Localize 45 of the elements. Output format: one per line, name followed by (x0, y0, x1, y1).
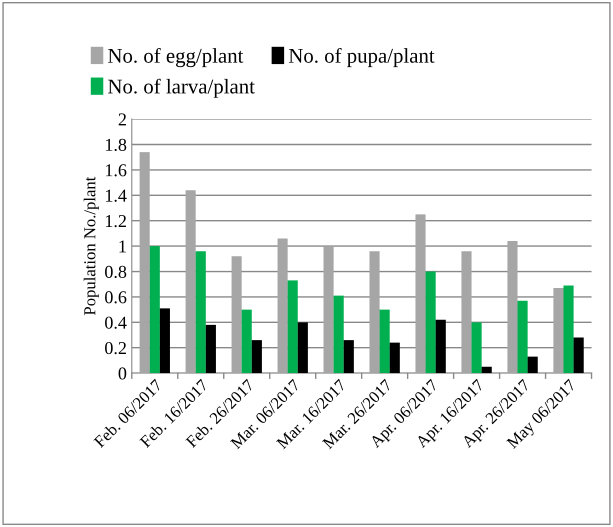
bar (242, 310, 252, 374)
bar (426, 272, 436, 374)
bar (186, 190, 196, 374)
bar (472, 322, 482, 374)
y-tick-label: 0.4 (105, 316, 127, 329)
bar (415, 214, 426, 374)
y-tick-label: 1.6 (106, 164, 126, 176)
bar (507, 241, 518, 374)
bar (298, 322, 308, 374)
bar (574, 338, 584, 374)
bar (518, 300, 528, 374)
y-tick-label: 1.4 (106, 190, 127, 202)
bar (380, 310, 390, 374)
bar (278, 238, 288, 374)
y-tick-label: 1.8 (106, 138, 126, 152)
y-tick-label: 2 (118, 113, 126, 126)
bar (461, 251, 472, 374)
bar (344, 340, 354, 374)
bar (369, 251, 380, 374)
bar (324, 246, 334, 374)
legend-label: No. of egg/plant (108, 48, 244, 68)
bar (553, 288, 564, 374)
y-tick-label: 0.8 (105, 266, 126, 278)
y-tick-label: 1.2 (106, 215, 126, 228)
bar (288, 280, 298, 374)
legend-label: No. of larva/plant (108, 78, 255, 98)
bar (564, 285, 574, 374)
bar (196, 251, 206, 374)
y-tick-label: 0.6 (105, 291, 126, 304)
bar (232, 256, 242, 374)
bar (390, 342, 400, 374)
bar (528, 356, 538, 374)
bar (206, 324, 216, 374)
bar (436, 320, 446, 374)
y-tick-label: 0.2 (105, 342, 126, 354)
legend-label: No. of pupa/plant (288, 48, 435, 68)
bar (482, 366, 492, 374)
bar (334, 296, 344, 374)
bar (252, 340, 262, 374)
bar (160, 308, 170, 374)
y-tick-label: 0 (118, 367, 126, 380)
bar (140, 152, 150, 374)
y-tick-label: 1 (119, 240, 126, 252)
bar (150, 246, 160, 374)
y-axis-title: Population No./plant (84, 176, 99, 316)
